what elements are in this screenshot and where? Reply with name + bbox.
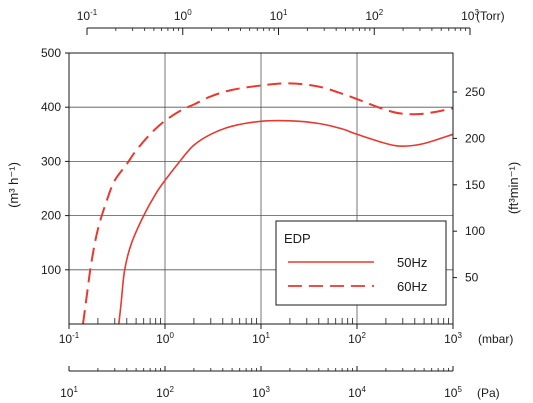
torr-tick-label-2: 102 (365, 8, 383, 23)
legend-label-50hz: 50Hz (397, 255, 427, 270)
y-tick-label-200: 200 (41, 209, 61, 223)
x-tick-label-mbar-1: 101 (252, 331, 270, 346)
pa-tick-label-5: 105 (444, 385, 462, 400)
torr-unit-label: (Torr) (476, 9, 505, 23)
y-right-tick-label-200: 200 (465, 131, 485, 145)
y-tick-label-100: 100 (41, 263, 61, 277)
x-axis-label: (mbar) (478, 332, 513, 346)
legend-box (275, 220, 447, 306)
y-tick-label-500: 500 (41, 46, 61, 60)
pa-tick-label-3: 103 (252, 385, 270, 400)
axes: 100 200 300 400 500 50 100 150 200 250 10-1 100 101 1… (41, 8, 485, 400)
legend: EDP 50Hz 60Hz (275, 220, 447, 306)
y-axis-label: (m³ h⁻¹) (6, 162, 21, 208)
y-right-axis-label: (ft³min⁻¹) (506, 162, 521, 214)
torr-tick-label-0: 100 (174, 8, 192, 23)
x-tick-label-mbar-0: 100 (156, 331, 174, 346)
torr-tick-label--1: 10-1 (77, 8, 98, 23)
y-tick-label-300: 300 (41, 154, 61, 168)
pa-tick-label-1: 101 (60, 385, 78, 400)
pa-tick-label-4: 104 (348, 385, 366, 400)
x-tick-label-mbar-3: 103 (444, 331, 462, 346)
legend-title: EDP (284, 231, 311, 246)
series (82, 82, 454, 325)
y-right-tick-label-50: 50 (465, 271, 479, 285)
y-right-tick-label-100: 100 (465, 224, 485, 238)
y-tick-label-400: 400 (41, 100, 61, 114)
y-right-tick-label-150: 150 (465, 178, 485, 192)
pa-unit-label: (Pa) (477, 386, 500, 400)
torr-tick-label-1: 101 (270, 8, 288, 23)
x-tick-label-mbar-2: 102 (348, 331, 366, 346)
torr-tick-label-3: 103 (461, 8, 479, 23)
x-tick-label-mbar--1: 10-1 (59, 331, 80, 346)
y-right-tick-label-250: 250 (465, 85, 485, 99)
pa-tick-label-2: 102 (156, 385, 174, 400)
legend-label-60hz: 60Hz (397, 279, 427, 294)
series-line-50hz (118, 119, 454, 325)
series-line-60hz (82, 82, 454, 325)
